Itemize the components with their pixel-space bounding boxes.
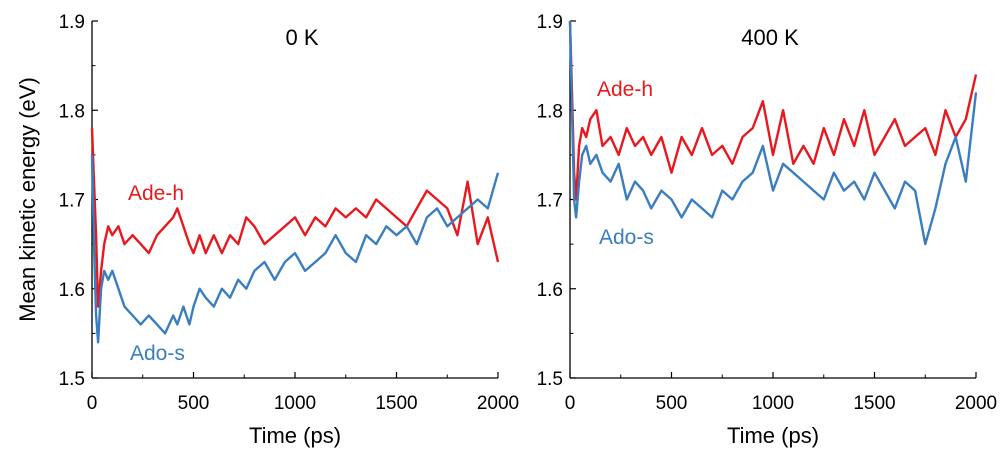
x-tick-label: 2000 [955, 393, 997, 414]
panel-1: 0 500 1000 1500 2000 1.5 1.6 1.7 1.8 1.9 Time (ps)… [537, 12, 998, 448]
x-tick-label: 500 [656, 393, 688, 414]
series-line-ado-s [568, 20, 978, 246]
series-label-ade-h: Ade-h [597, 78, 653, 101]
y-tick-label: 1.5 [59, 369, 85, 390]
x-tick-label: 1000 [752, 393, 794, 414]
x-tick-label: 0 [87, 393, 98, 414]
x-tick-label: 0 [565, 393, 576, 414]
x-tick-label: 1500 [853, 393, 895, 414]
panel-title: 400 K [741, 25, 799, 50]
panel-title: 0 K [285, 25, 318, 50]
series-label-ade-h: Ade-h [128, 182, 184, 205]
y-tick-label: 1.7 [59, 191, 85, 212]
y-tick-label: 1.9 [537, 12, 563, 33]
series-line-ado-s [90, 154, 500, 344]
y-axis-label: Mean kinetic energy (eV) [15, 77, 40, 322]
y-tick-label: 1.6 [537, 280, 563, 301]
x-axis-label: Time (ps) [727, 423, 819, 448]
y-tick-label: 1.7 [537, 191, 563, 212]
y-tick-label: 1.9 [59, 12, 85, 33]
y-tick-label: 1.5 [537, 369, 563, 390]
series-line-ade-h [568, 20, 978, 201]
series-label-ado-s: Ado-s [130, 342, 185, 365]
series-label-ado-s: Ado-s [599, 226, 654, 249]
x-tick-label: 1000 [274, 393, 316, 414]
y-tick-label: 1.6 [59, 280, 85, 301]
y-tick-label: 1.8 [537, 101, 563, 122]
x-axis-label: Time (ps) [249, 423, 341, 448]
x-tick-label: 2000 [477, 393, 519, 414]
series-line-ade-h [90, 128, 500, 308]
x-tick-label: 500 [178, 393, 210, 414]
panel-0: 0 500 1000 1500 2000 1.5 1.6 1.7 1.8 1.9 Time (ps)… [15, 12, 519, 448]
y-tick-label: 1.8 [59, 101, 85, 122]
x-tick-label: 1500 [375, 393, 417, 414]
